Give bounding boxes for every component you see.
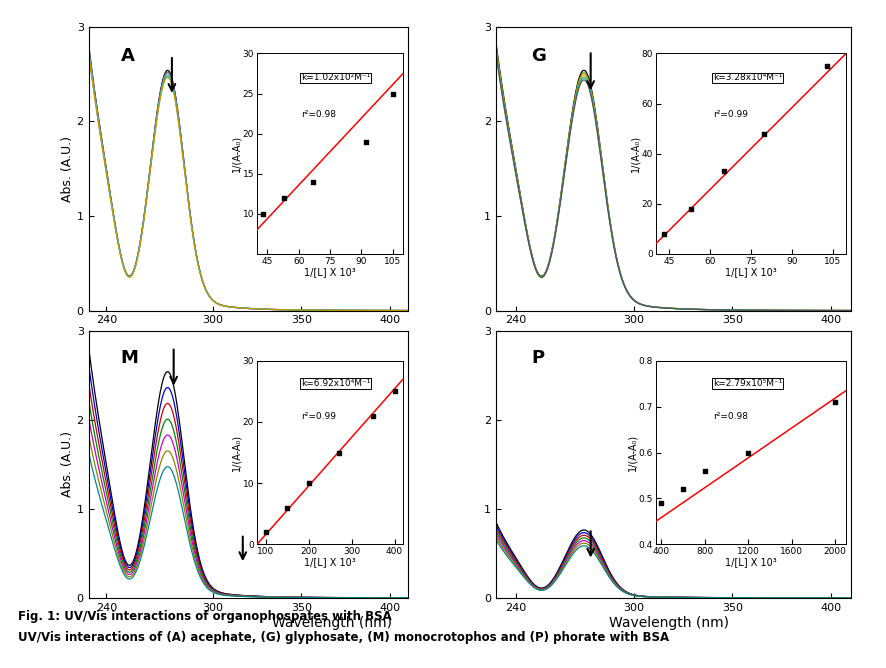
Text: Wavelength (nm): Wavelength (nm) <box>609 616 729 629</box>
Point <box>758 128 772 139</box>
X-axis label: 1/[L] X 10³: 1/[L] X 10³ <box>304 558 356 568</box>
X-axis label: 1/[L] X 10³: 1/[L] X 10³ <box>725 558 777 568</box>
Point <box>697 466 711 476</box>
Point <box>301 478 315 488</box>
Text: UV/Vis interactions of (A) acephate, (G) glyphosate, (M) monocrotophos and (P) p: UV/Vis interactions of (A) acephate, (G)… <box>18 631 669 644</box>
Text: k=2.79x10⁵M⁻¹: k=2.79x10⁵M⁻¹ <box>712 379 782 388</box>
Point <box>256 208 270 219</box>
Point <box>820 61 835 71</box>
Point <box>385 88 400 99</box>
X-axis label: 1/[L] X 10³: 1/[L] X 10³ <box>725 267 777 277</box>
Point <box>307 176 321 187</box>
Point <box>717 166 731 176</box>
Text: k=3.28x10⁴M⁻¹: k=3.28x10⁴M⁻¹ <box>712 73 782 82</box>
Point <box>331 448 346 458</box>
Point <box>277 192 291 203</box>
Text: Fig. 1: UV/Vis interactions of organophospates with BSA: Fig. 1: UV/Vis interactions of organopho… <box>18 610 392 623</box>
Point <box>657 228 671 239</box>
Point <box>684 203 698 214</box>
Point <box>828 397 843 407</box>
Point <box>259 527 273 538</box>
Point <box>676 484 690 494</box>
Y-axis label: Abs. (A.U.): Abs. (A.U.) <box>61 432 74 497</box>
Point <box>387 386 401 397</box>
Point <box>359 136 373 147</box>
Point <box>366 410 380 421</box>
Text: A: A <box>120 47 135 65</box>
Text: r²=0.98: r²=0.98 <box>300 110 336 118</box>
Text: k=1.02x10²M⁻¹: k=1.02x10²M⁻¹ <box>300 73 370 82</box>
Y-axis label: 1/(A-A₀): 1/(A-A₀) <box>231 135 241 172</box>
Y-axis label: 1/(A-A₀): 1/(A-A₀) <box>627 434 637 471</box>
Text: r²=0.99: r²=0.99 <box>300 412 336 421</box>
Text: r²=0.99: r²=0.99 <box>712 110 748 118</box>
Text: k=6.92x10⁴M⁻¹: k=6.92x10⁴M⁻¹ <box>300 379 370 388</box>
Text: M: M <box>120 349 138 367</box>
X-axis label: 1/[L] X 10³: 1/[L] X 10³ <box>304 267 356 277</box>
Y-axis label: 1/(A-A₀): 1/(A-A₀) <box>630 135 640 172</box>
Text: r²=0.98: r²=0.98 <box>712 412 748 421</box>
Point <box>741 448 755 458</box>
Point <box>280 502 294 513</box>
Text: P: P <box>532 349 545 367</box>
Text: Wavelength (nm): Wavelength (nm) <box>272 616 392 629</box>
Y-axis label: 1/(A-A₀): 1/(A-A₀) <box>231 434 241 471</box>
Text: G: G <box>532 47 547 65</box>
Y-axis label: Abs. (A.U.): Abs. (A.U.) <box>61 136 74 202</box>
Point <box>654 498 668 508</box>
